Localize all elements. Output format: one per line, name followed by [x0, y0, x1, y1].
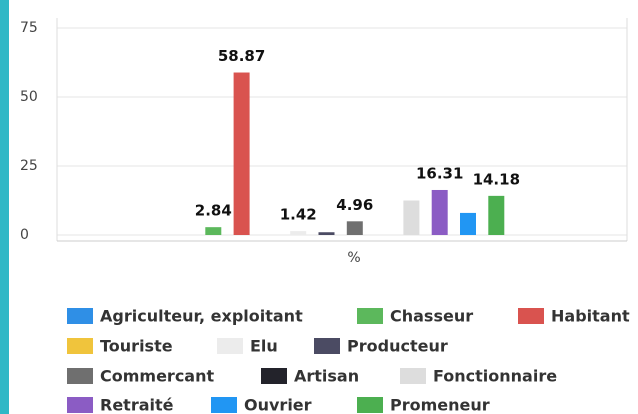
legend-swatch — [67, 308, 93, 324]
y-tick-label: 25 — [20, 158, 38, 174]
bar — [460, 212, 476, 235]
legend-swatch — [261, 368, 287, 384]
legend-label: Elu — [250, 337, 278, 356]
y-tick-label: 0 — [20, 227, 29, 243]
legend-swatch — [67, 338, 93, 354]
x-tick-label: % — [347, 250, 360, 266]
legend-label: Touriste — [100, 337, 173, 356]
y-tick-label: 75 — [20, 20, 38, 36]
legend-label: Commercant — [100, 367, 214, 386]
legend-label: Ouvrier — [244, 396, 312, 414]
legend-swatch — [314, 338, 340, 354]
bar — [346, 221, 363, 235]
legend-label: Habitant — [551, 307, 630, 326]
legend-swatch — [357, 308, 383, 324]
legend-label: Retraité — [100, 396, 174, 414]
data-label: 2.84 — [195, 202, 232, 220]
data-label: 1.42 — [280, 206, 317, 224]
bar — [290, 231, 307, 235]
bar — [431, 189, 448, 235]
legend-label: Producteur — [347, 337, 448, 356]
legend-swatch — [217, 338, 243, 354]
legend-swatch — [67, 397, 93, 413]
legend-label: Promeneur — [390, 396, 490, 414]
data-label: 58.87 — [218, 47, 265, 65]
bar — [318, 232, 335, 235]
legend-label: Fonctionnaire — [433, 367, 557, 386]
bar — [488, 195, 505, 235]
side-strip — [0, 0, 9, 414]
legend-swatch — [518, 308, 544, 324]
legend-swatch — [400, 368, 426, 384]
legend-label: Agriculteur, exploitant — [100, 307, 303, 326]
bar — [205, 227, 222, 235]
legend-label: Artisan — [294, 367, 359, 386]
data-label: 14.18 — [473, 170, 520, 188]
y-tick-label: 50 — [20, 89, 38, 105]
legend-label: Chasseur — [390, 307, 473, 326]
data-label: 16.31 — [416, 164, 463, 182]
bar — [233, 72, 250, 235]
legend-swatch — [211, 397, 237, 413]
legend-swatch — [67, 368, 93, 384]
data-label: 4.96 — [336, 196, 373, 214]
legend-swatch — [357, 397, 383, 413]
bar — [403, 200, 420, 235]
